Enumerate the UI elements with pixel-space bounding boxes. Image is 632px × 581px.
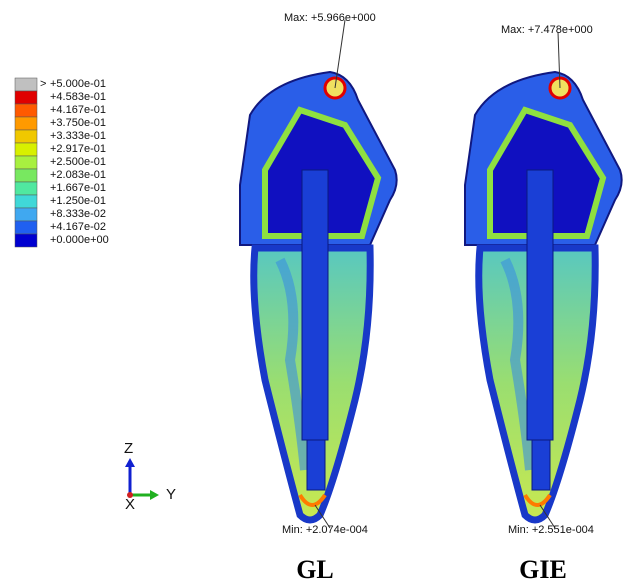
legend: > +5.000e-01+4.583e-01+4.167e-01+3.750e-0… bbox=[15, 78, 109, 247]
max-label: Max: +5.966e+000 bbox=[284, 12, 376, 24]
axis-label: Y bbox=[166, 486, 176, 503]
legend-swatch bbox=[15, 208, 37, 221]
tooth-model bbox=[240, 72, 397, 520]
legend-swatch bbox=[15, 156, 37, 169]
min-label: Min: +2.074e-004 bbox=[282, 524, 368, 536]
legend-label: +3.333e-01 bbox=[50, 130, 106, 142]
legend-marker: > bbox=[40, 78, 46, 90]
figure: > +5.000e-01+4.583e-01+4.167e-01+3.750e-0… bbox=[0, 0, 632, 581]
legend-label: +8.333e-02 bbox=[50, 208, 106, 220]
legend-label: +2.500e-01 bbox=[50, 156, 106, 168]
legend-swatch bbox=[15, 221, 37, 234]
legend-swatch bbox=[15, 234, 37, 247]
caption: GL bbox=[296, 555, 334, 581]
legend-label: +3.750e-01 bbox=[50, 117, 106, 129]
legend-swatch bbox=[15, 130, 37, 143]
min-label: Min: +2.551e-004 bbox=[508, 524, 594, 536]
legend-swatch bbox=[15, 117, 37, 130]
legend-swatch bbox=[15, 78, 37, 91]
caption: GIE bbox=[519, 555, 567, 581]
legend-label: +1.667e-01 bbox=[50, 182, 106, 194]
legend-label: +4.167e-02 bbox=[50, 221, 106, 233]
legend-swatch bbox=[15, 104, 37, 117]
legend-label: +1.250e-01 bbox=[50, 195, 106, 207]
axis-label: Z bbox=[124, 440, 133, 457]
legend-swatch bbox=[15, 182, 37, 195]
legend-swatch bbox=[15, 91, 37, 104]
legend-swatch bbox=[15, 169, 37, 182]
legend-label: +2.917e-01 bbox=[50, 143, 106, 155]
max-label: Max: +7.478e+000 bbox=[501, 24, 593, 36]
tooth-model bbox=[465, 72, 622, 520]
legend-label: +4.583e-01 bbox=[50, 91, 106, 103]
legend-label: +2.083e-01 bbox=[50, 169, 106, 181]
legend-swatch bbox=[15, 143, 37, 156]
axis-label: X bbox=[125, 496, 135, 513]
legend-swatch bbox=[15, 195, 37, 208]
axis-triad: Z Y X bbox=[124, 440, 176, 513]
legend-label: +4.167e-01 bbox=[50, 104, 106, 116]
legend-label: +0.000e+00 bbox=[50, 234, 109, 246]
legend-label: +5.000e-01 bbox=[50, 78, 106, 90]
